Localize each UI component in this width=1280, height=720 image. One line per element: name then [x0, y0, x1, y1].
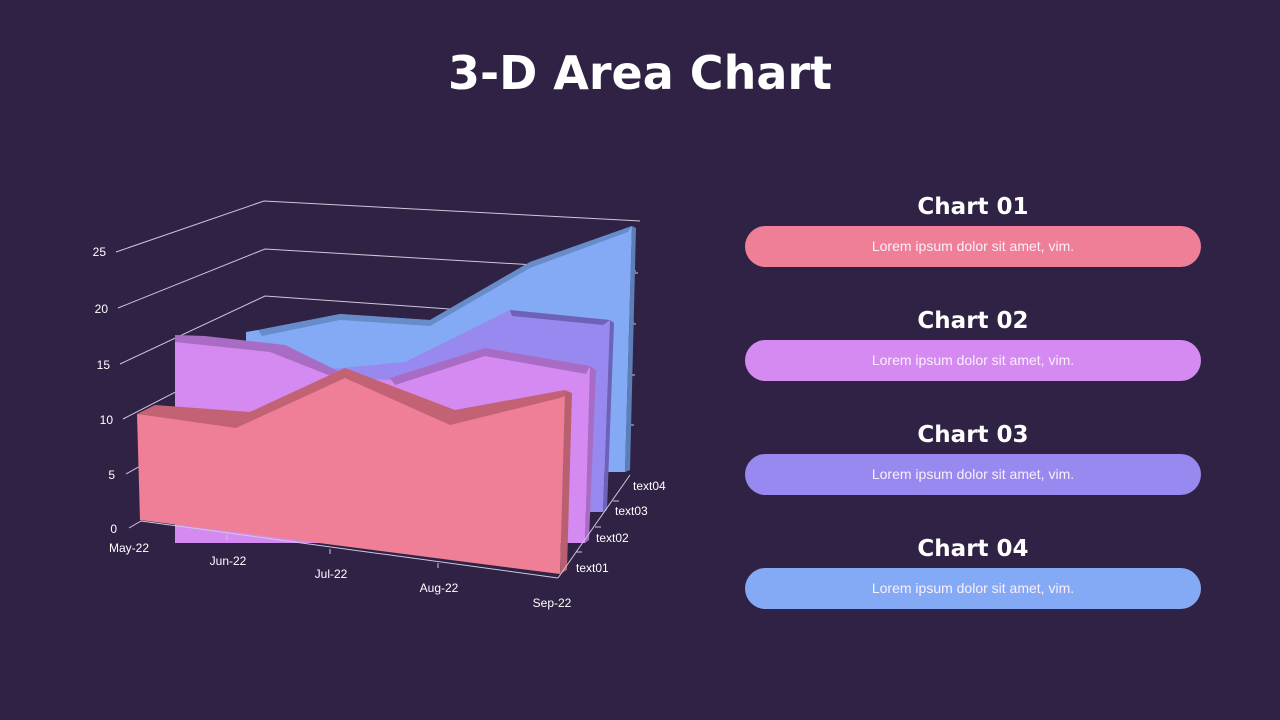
x-tick: Jul-22 — [315, 567, 348, 581]
page-title: 3-D Area Chart — [447, 46, 833, 100]
x-tick: Sep-22 — [533, 596, 572, 610]
legend-title: Chart 03 — [917, 422, 1029, 448]
y-tick: 10 — [100, 413, 114, 427]
legend-item-chart03: Chart 03 Lorem ipsum dolor sit amet, vim… — [745, 418, 1201, 532]
legend-item-chart01: Chart 01 Lorem ipsum dolor sit amet, vim… — [745, 190, 1201, 304]
legend-item-chart04: Chart 04 Lorem ipsum dolor sit amet, vim… — [745, 532, 1201, 646]
depth-tick: text02 — [596, 531, 629, 545]
legend-panel: Chart 01 Lorem ipsum dolor sit amet, vim… — [745, 190, 1201, 646]
y-tick: 15 — [97, 358, 111, 372]
y-tick: 20 — [95, 302, 109, 316]
area-chart-3d: 25 20 15 10 5 0 May-22 Jun-22 Jul-22 Aug… — [0, 180, 720, 630]
legend-title: Chart 01 — [917, 194, 1029, 220]
x-tick: May-22 — [109, 541, 149, 555]
x-tick: Jun-22 — [210, 554, 247, 568]
series-text01 — [137, 368, 572, 574]
y-tick: 0 — [110, 522, 117, 536]
y-tick: 25 — [93, 245, 107, 259]
depth-tick: text04 — [633, 479, 666, 493]
y-tick: 5 — [108, 468, 115, 482]
legend-pill: Lorem ipsum dolor sit amet, vim. — [745, 568, 1201, 609]
x-axis-labels: May-22 Jun-22 Jul-22 Aug-22 Sep-22 — [109, 541, 572, 610]
depth-tick: text03 — [615, 504, 648, 518]
legend-pill: Lorem ipsum dolor sit amet, vim. — [745, 226, 1201, 267]
depth-tick: text01 — [576, 561, 609, 575]
legend-pill: Lorem ipsum dolor sit amet, vim. — [745, 340, 1201, 381]
x-tick: Aug-22 — [420, 581, 459, 595]
legend-item-chart02: Chart 02 Lorem ipsum dolor sit amet, vim… — [745, 304, 1201, 418]
legend-title: Chart 02 — [917, 308, 1029, 334]
legend-title: Chart 04 — [917, 536, 1029, 562]
legend-pill: Lorem ipsum dolor sit amet, vim. — [745, 454, 1201, 495]
y-axis-labels: 25 20 15 10 5 0 — [93, 245, 118, 536]
depth-axis-labels: text01 text02 text03 text04 — [576, 479, 666, 575]
